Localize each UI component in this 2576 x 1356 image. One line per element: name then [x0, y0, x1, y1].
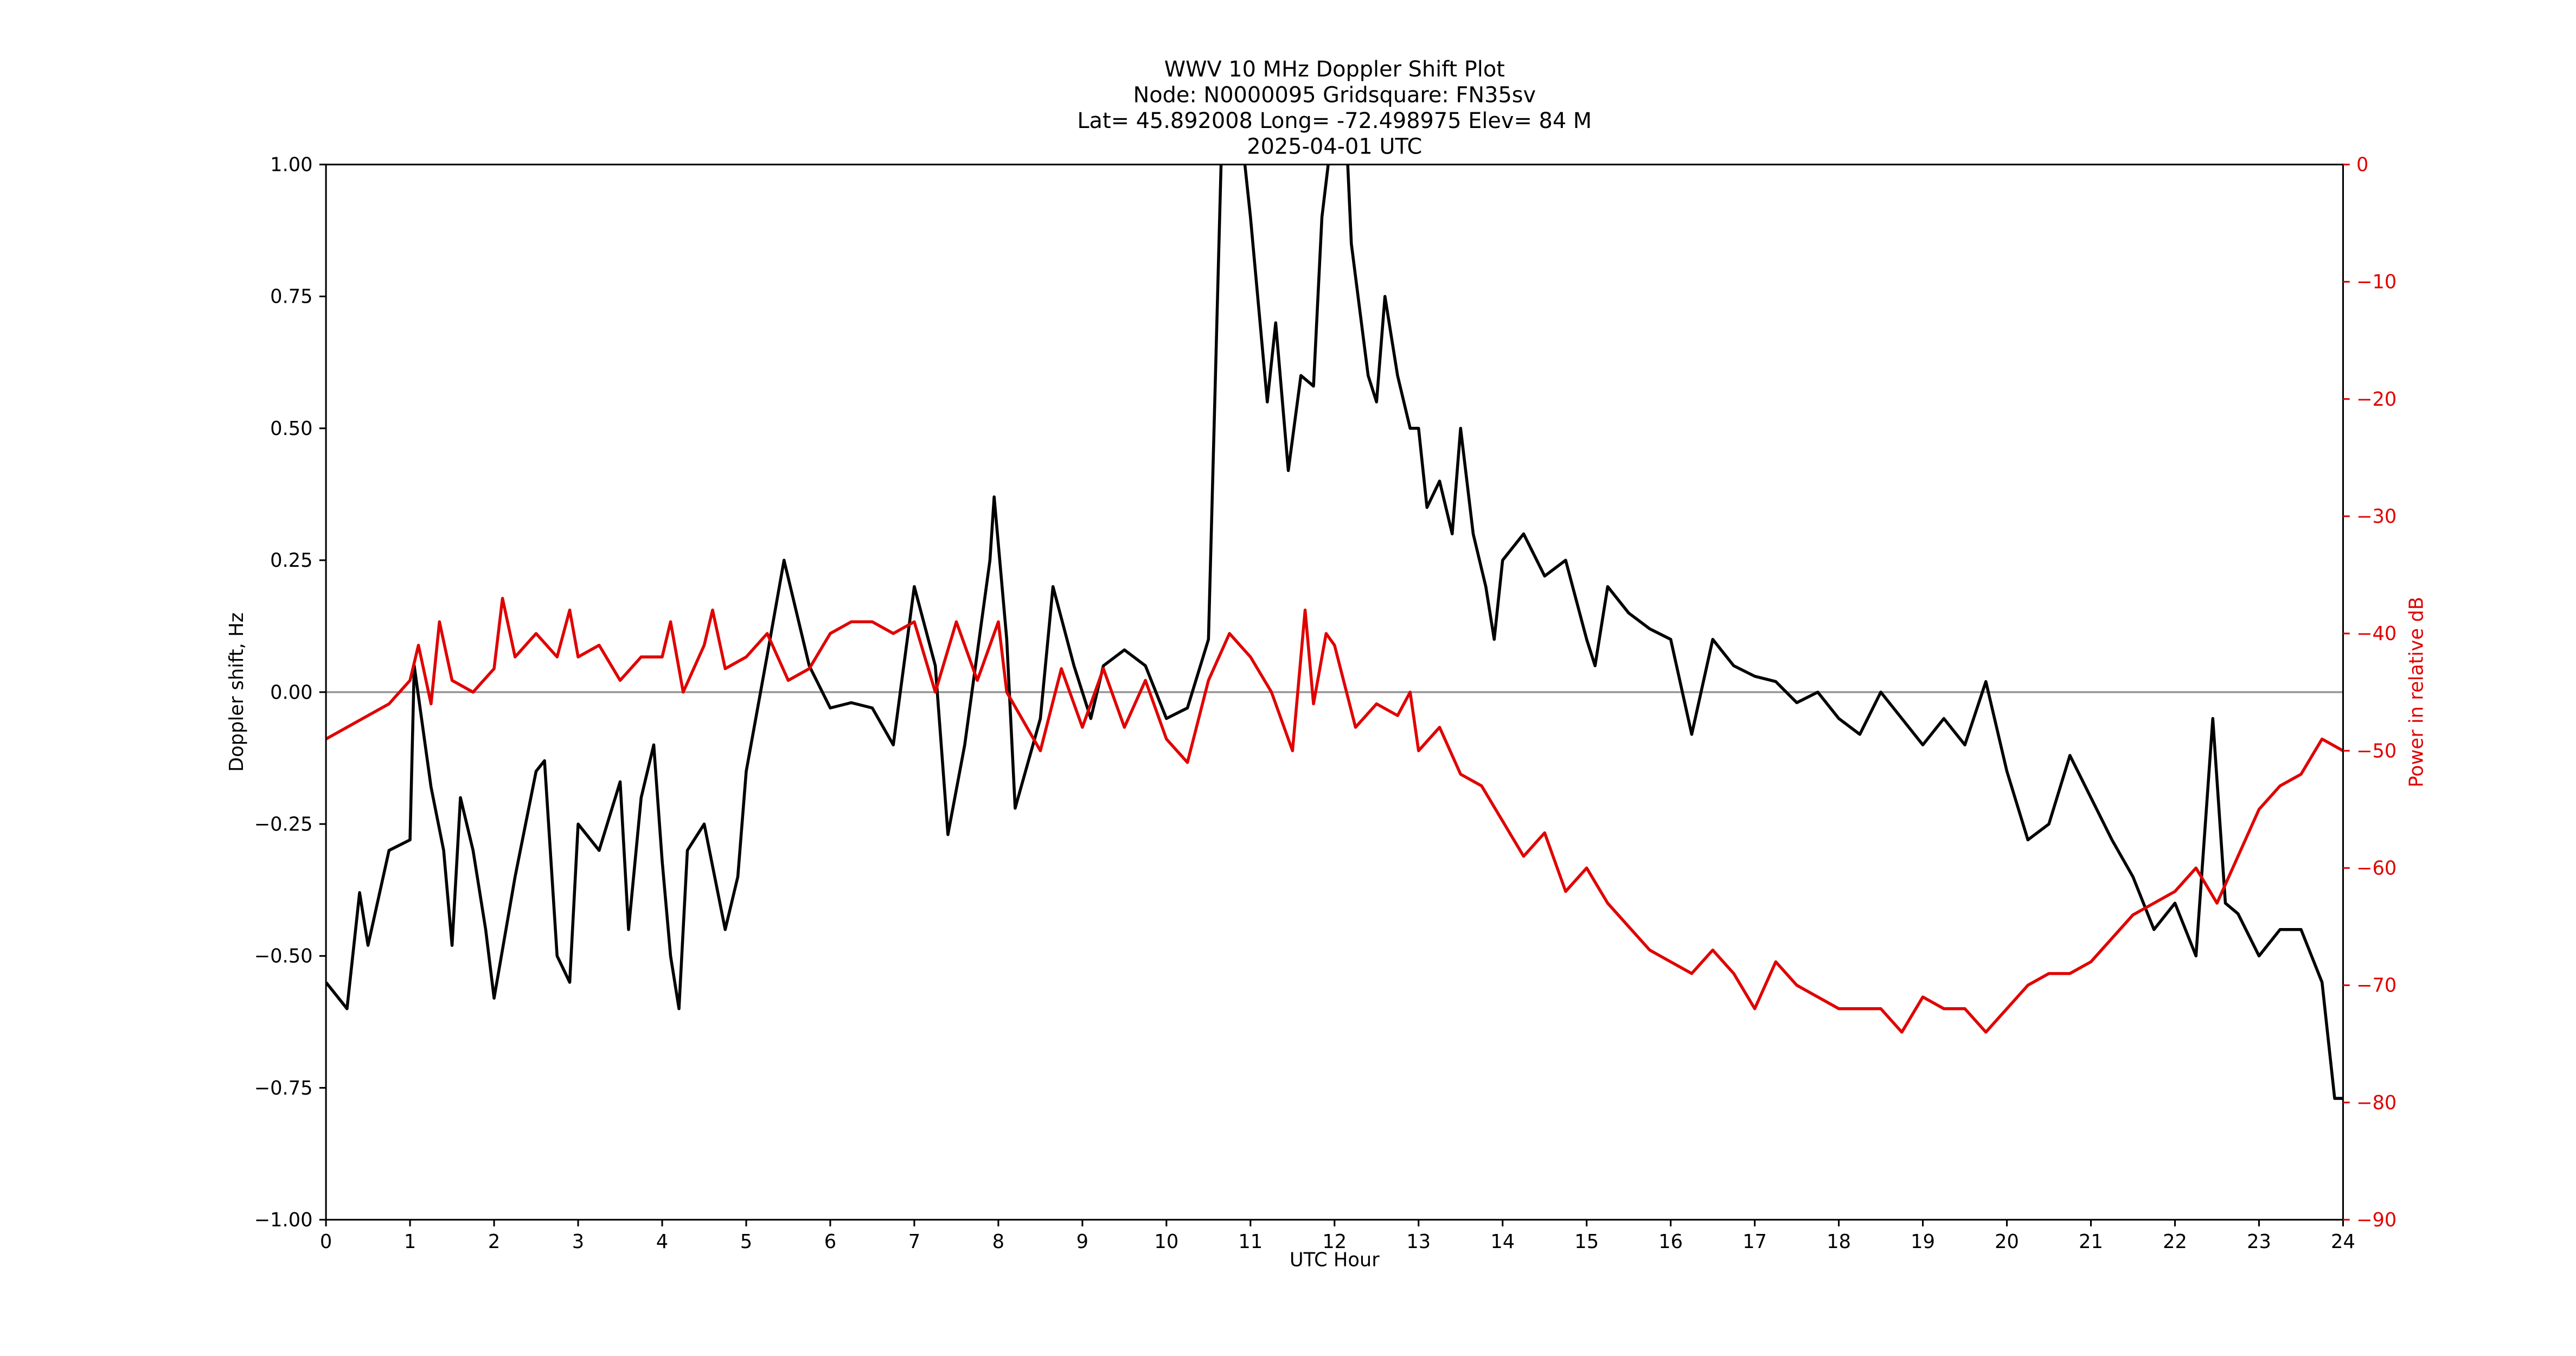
chart-title: Lat= 45.892008 Long= -72.498975 Elev= 84…	[1077, 108, 1592, 133]
x-tick-label: 14	[1490, 1231, 1515, 1253]
x-tick-label: 11	[1238, 1231, 1263, 1253]
y-tick-label: 0.75	[270, 286, 312, 308]
x-tick-label: 19	[1911, 1231, 1935, 1253]
y2-tick-label: −60	[2356, 858, 2396, 880]
x-axis-label: UTC Hour	[1290, 1249, 1380, 1271]
y-tick-label: −0.25	[254, 813, 313, 835]
x-tick-label: 5	[740, 1231, 752, 1253]
y-tick-label: −1.00	[254, 1209, 313, 1231]
y2-tick-label: −10	[2356, 271, 2396, 293]
x-tick-label: 13	[1406, 1231, 1431, 1253]
data-line	[326, 597, 2343, 1034]
x-tick-label: 4	[656, 1231, 668, 1253]
y2-axis-label: Power in relative dB	[2406, 597, 2428, 788]
x-tick-label: 7	[908, 1231, 920, 1253]
x-tick-label: 22	[2163, 1231, 2187, 1253]
y2-tick-label: −70	[2356, 975, 2396, 997]
y-tick-label: 0.00	[270, 681, 312, 703]
x-tick-label: 12	[1322, 1231, 1347, 1253]
y2-tick-label: −50	[2356, 740, 2396, 762]
x-tick-label: 20	[1995, 1231, 2019, 1253]
x-tick-label: 15	[1574, 1231, 1599, 1253]
chart-title: Node: N0000095 Gridsquare: FN35sv	[1133, 82, 1536, 107]
chart-title: 2025-04-01 UTC	[1247, 134, 1422, 159]
y2-tick-label: 0	[2356, 154, 2368, 176]
x-tick-label: 2	[488, 1231, 500, 1253]
y-tick-label: −0.75	[254, 1077, 313, 1099]
x-tick-label: 8	[992, 1231, 1004, 1253]
y-tick-label: −0.50	[254, 945, 313, 968]
x-tick-label: 0	[320, 1231, 332, 1253]
x-tick-label: 16	[1658, 1231, 1683, 1253]
x-tick-label: 23	[2247, 1231, 2271, 1253]
x-tick-label: 9	[1076, 1231, 1088, 1253]
x-tick-label: 6	[824, 1231, 836, 1253]
x-tick-label: 3	[572, 1231, 584, 1253]
y-axis-label: Doppler shift, Hz	[226, 612, 248, 772]
x-tick-label: 18	[1827, 1231, 1851, 1253]
x-tick-label: 10	[1154, 1231, 1178, 1253]
x-tick-label: 21	[2079, 1231, 2103, 1253]
y-tick-label: 0.50	[270, 418, 312, 440]
x-tick-label: 24	[2331, 1231, 2355, 1253]
y-tick-label: 0.25	[270, 549, 312, 572]
x-tick-label: 17	[1742, 1231, 1767, 1253]
data-line	[326, 164, 2343, 1100]
y2-tick-label: −40	[2356, 623, 2396, 645]
x-tick-label: 1	[404, 1231, 416, 1253]
y2-tick-label: −30	[2356, 506, 2396, 528]
chart-title: WWV 10 MHz Doppler Shift Plot	[1164, 57, 1505, 82]
y2-tick-label: −20	[2356, 388, 2396, 411]
plot-lines	[326, 164, 2343, 1100]
y2-tick-label: −90	[2356, 1209, 2396, 1231]
plot-frame	[325, 163, 2344, 1221]
y-tick-label: 1.00	[270, 154, 312, 176]
y2-tick-label: −80	[2356, 1092, 2396, 1114]
